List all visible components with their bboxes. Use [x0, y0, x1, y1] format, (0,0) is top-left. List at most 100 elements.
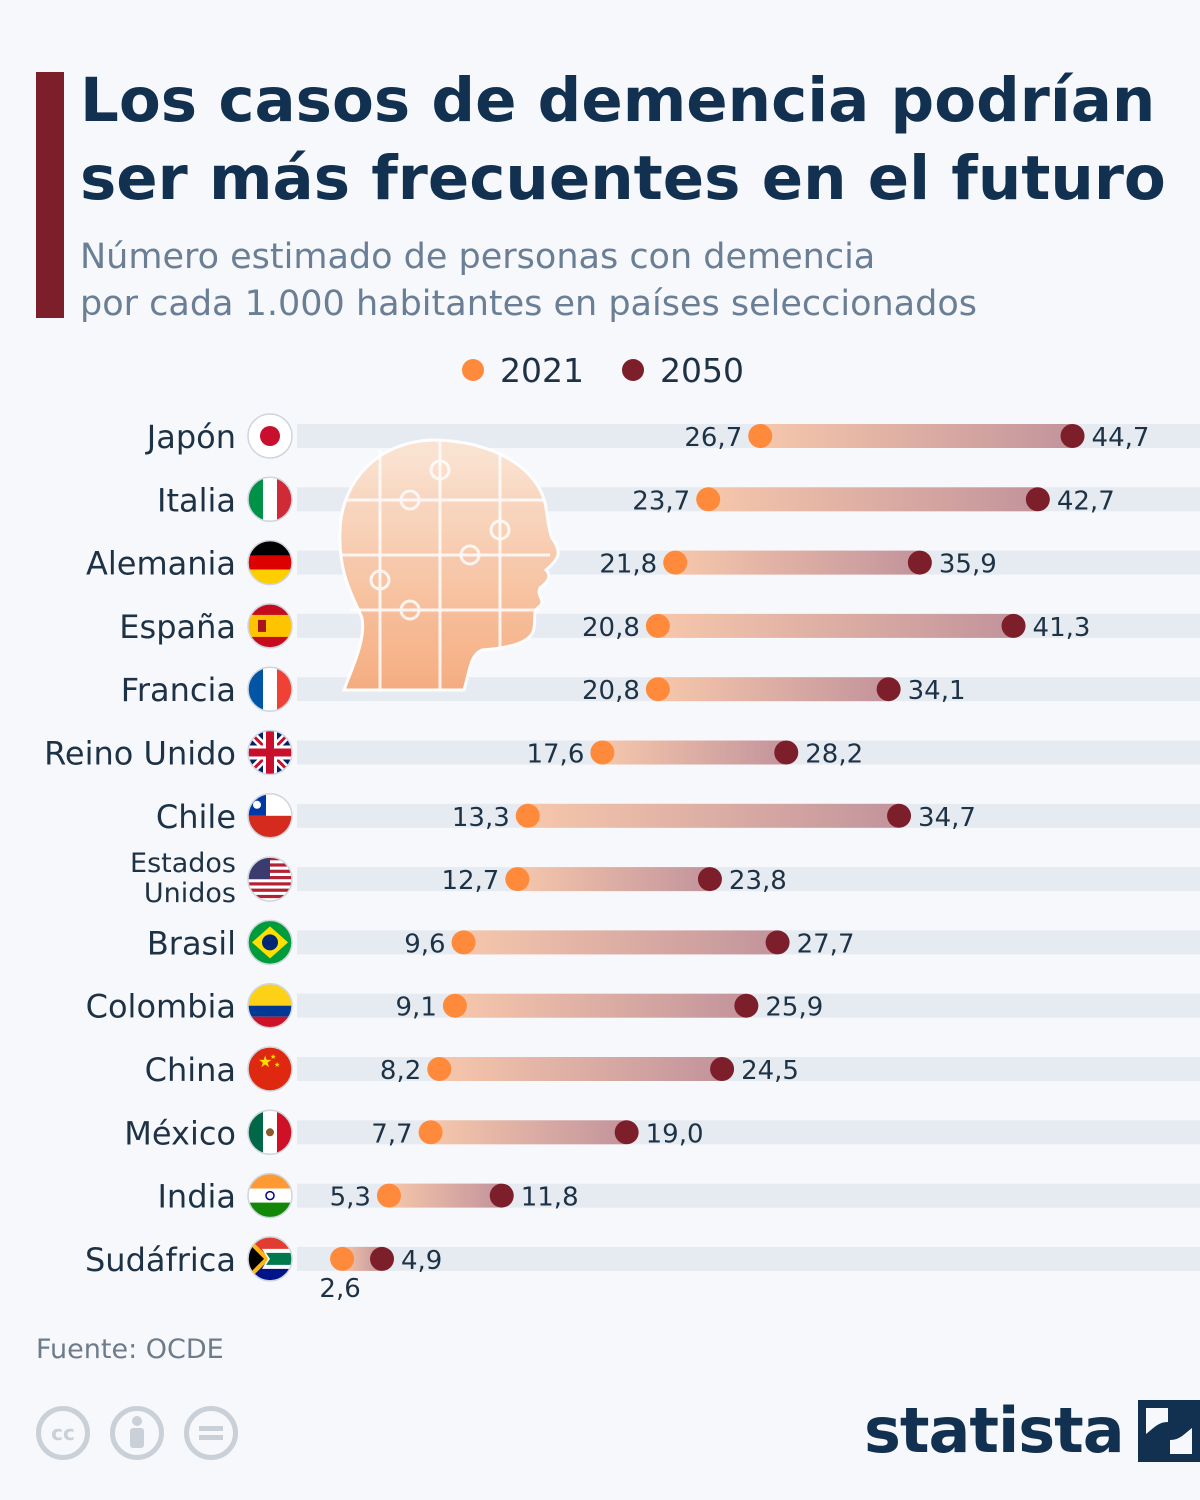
puzzle-head-illustration	[338, 438, 560, 692]
colombia-flag	[247, 982, 293, 1029]
range-bar	[527, 803, 900, 828]
dot-2050	[710, 1057, 735, 1081]
dot-2050	[774, 740, 799, 765]
title-accent-bar	[36, 72, 64, 318]
dot-2050	[489, 1183, 514, 1208]
country-label: Chile	[156, 798, 236, 836]
country-label: Italia	[157, 481, 236, 519]
legend-label-2050: 2050	[659, 350, 744, 390]
chart-row: Colombia 9,1 25,9	[86, 982, 823, 1029]
country-label: India	[157, 1178, 236, 1216]
chart-row: Italia 23,7 42,7	[157, 476, 1115, 523]
range-bar	[760, 424, 1073, 448]
range-bar	[657, 677, 889, 702]
value-label-2050: 34,7	[918, 803, 976, 833]
country-label: México	[124, 1114, 236, 1152]
brand-name: statista	[864, 1394, 1125, 1467]
chart-row: Reino Unido 17,6 28,2	[44, 729, 863, 776]
statista-mark-icon	[1137, 1399, 1200, 1462]
dot-2050	[1001, 613, 1026, 638]
dot-2050	[1060, 424, 1085, 448]
subtitle-line-2: por cada 1.000 habitantes en países sele…	[80, 284, 977, 324]
dot-2021	[663, 550, 688, 575]
brazil-flag	[247, 919, 293, 966]
chart-row: Francia 20,8 34,1	[121, 666, 966, 712]
range-bar	[517, 867, 710, 892]
dot-2021	[590, 740, 615, 765]
country-label: China	[145, 1051, 236, 1089]
dot-2021	[645, 613, 670, 638]
svg-text:★: ★	[258, 1052, 272, 1071]
dot-2050	[887, 803, 912, 828]
china-flag: ★★★	[247, 1046, 293, 1092]
value-label-2021: 23,7	[632, 486, 690, 516]
range-bar	[657, 613, 1014, 638]
value-label-2021: 13,3	[452, 803, 510, 833]
country-label: Francia	[121, 671, 236, 709]
dot-2021	[442, 993, 467, 1018]
legend: 2021 2050	[462, 350, 782, 390]
range-bar	[602, 740, 787, 765]
chart-row: China ★★★ 8,2 24,5	[145, 1046, 799, 1092]
dot-2021	[515, 803, 540, 828]
value-label-2021: 8,2	[380, 1056, 421, 1086]
dot-2050	[697, 867, 722, 892]
range-bar	[463, 930, 778, 955]
dot-2050	[734, 993, 759, 1018]
value-label-2050: 44,7	[1092, 423, 1150, 453]
dot-2021	[427, 1057, 452, 1081]
chart-row: India 5,3 11,8	[157, 1172, 579, 1219]
dot-2050	[370, 1246, 395, 1271]
value-label-2050: 19,0	[646, 1119, 704, 1149]
range-bar	[439, 1057, 723, 1081]
dot-2021	[418, 1120, 443, 1145]
italy-flag	[247, 476, 293, 523]
value-label-2021: 17,6	[526, 740, 584, 770]
dot-2050	[614, 1120, 639, 1145]
country-label: Alemania	[86, 545, 236, 583]
legend-dot-2021	[462, 359, 484, 381]
row-track	[297, 1246, 1200, 1271]
dot-2050	[765, 930, 790, 955]
uk-flag	[247, 729, 293, 776]
value-label-2050: 41,3	[1033, 613, 1091, 643]
value-label-2021: 9,6	[404, 929, 445, 959]
range-bar	[708, 487, 1038, 512]
country-label: Brasil	[147, 924, 236, 962]
india-flag	[247, 1172, 293, 1219]
value-label-2021: 26,7	[684, 423, 742, 453]
subtitle-line-1: Número estimado de personas con demencia	[80, 237, 876, 277]
dot-2021	[748, 424, 773, 448]
dot-2021	[451, 930, 476, 955]
range-bar	[430, 1120, 627, 1145]
value-label-2050: 34,1	[908, 676, 966, 706]
attribution-icon	[110, 1406, 164, 1460]
value-label-2050: 11,8	[521, 1183, 579, 1213]
chart-rows: Japón 26,7 44,7 Italia 23,7 42,7 Alemania 21,8 3…	[44, 413, 1150, 1304]
chart-row: Sudáfrica 2,6 4,9	[85, 1236, 442, 1304]
range-bar	[454, 993, 747, 1018]
france-flag	[247, 666, 293, 712]
legend-dot-2050	[621, 359, 644, 381]
chart-row: Japón 26,7 44,7	[145, 413, 1150, 459]
dot-2021	[645, 677, 670, 702]
value-label-2021: 12,7	[441, 866, 499, 896]
brand-logo: statista	[864, 1394, 1200, 1467]
value-label-2050: 25,9	[765, 993, 823, 1023]
japan-flag	[247, 413, 293, 459]
dot-2050	[876, 677, 901, 702]
row-track	[297, 867, 1200, 892]
legend-item-2021: 2021	[462, 351, 584, 390]
usa-flag	[247, 856, 293, 902]
legend-item-2050: 2050	[621, 350, 744, 390]
country-label: Japón	[145, 418, 236, 456]
dot-2050	[1025, 487, 1050, 512]
chart-title: Los casos de demencia podrían ser más fr…	[80, 62, 1190, 218]
chart-row: México 7,7 19,0	[124, 1109, 704, 1156]
country-label: Reino Unido	[44, 735, 236, 773]
spain-flag	[247, 603, 293, 649]
range-bar	[388, 1183, 502, 1208]
country-label: Colombia	[86, 988, 236, 1026]
cc-icon: cc	[36, 1406, 90, 1460]
